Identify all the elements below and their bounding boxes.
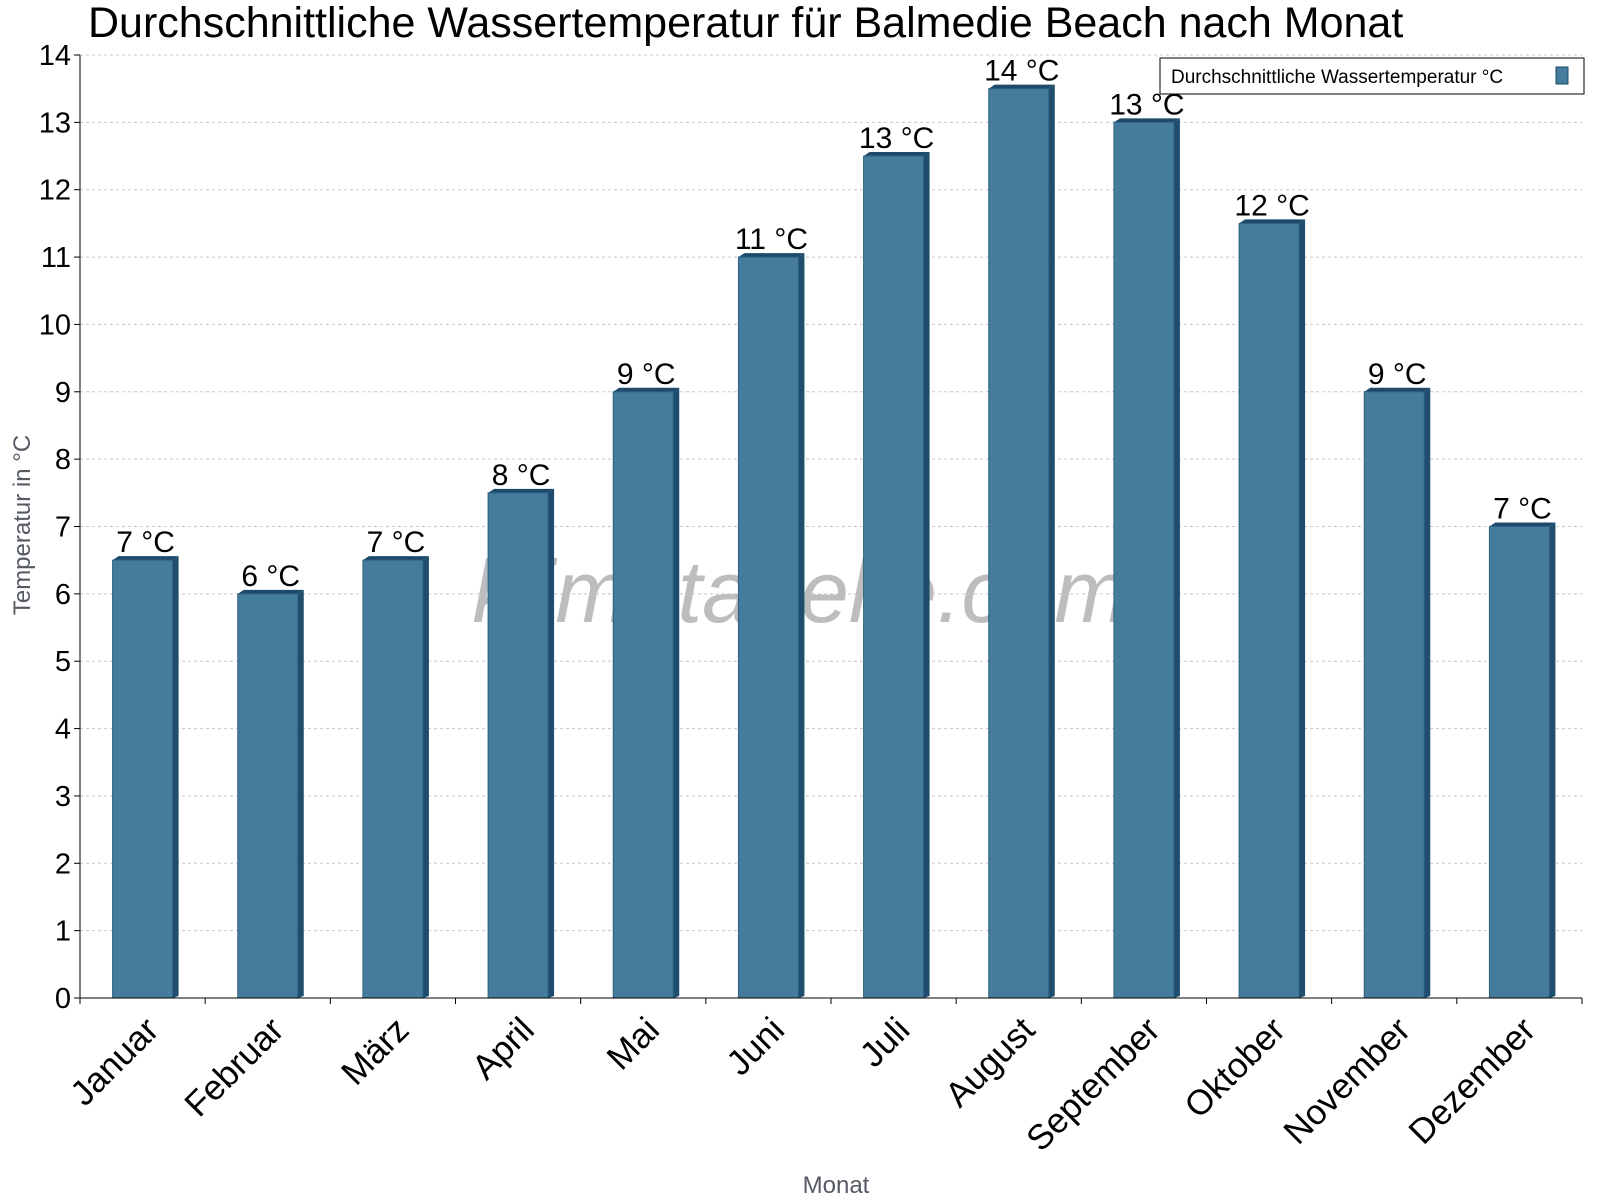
bar xyxy=(1488,522,1556,999)
bar-side xyxy=(1299,219,1306,999)
y-tick-label: 10 xyxy=(39,309,71,341)
x-tick-label: Januar xyxy=(63,1010,166,1113)
chart-title: Durchschnittliche Wassertemperatur für B… xyxy=(88,0,1403,47)
legend-label: Durchschnittliche Wassertemperatur °C xyxy=(1171,67,1503,88)
bar xyxy=(362,556,429,999)
bar-front xyxy=(362,559,424,999)
y-tick-label: 14 xyxy=(39,40,71,72)
data-label: 8 °C xyxy=(492,459,551,492)
y-tick-label: 3 xyxy=(55,781,71,813)
bar-front xyxy=(737,256,799,999)
y-tick-label: 0 xyxy=(55,983,71,1015)
bar-top xyxy=(1489,522,1556,527)
bar-front xyxy=(863,155,925,999)
y-axis-label: Temperatur in °C xyxy=(9,435,36,615)
bar xyxy=(863,152,930,999)
data-label: 12 °C xyxy=(1234,189,1309,222)
bar xyxy=(1238,219,1306,999)
bar-side xyxy=(923,152,930,999)
x-tick-label: November xyxy=(1276,1010,1418,1152)
bar-top xyxy=(738,253,805,258)
y-tick-label: 12 xyxy=(39,175,71,207)
bar-front xyxy=(988,88,1050,999)
legend-box xyxy=(1159,57,1585,95)
bar-top xyxy=(613,387,680,392)
data-label: 14 °C xyxy=(984,55,1059,88)
y-tick-label: 13 xyxy=(39,107,71,139)
data-label: 9 °C xyxy=(617,358,676,391)
bar-front xyxy=(1238,222,1300,999)
x-tick-label: April xyxy=(465,1010,542,1087)
bar-side xyxy=(798,253,805,999)
legend: Durchschnittliche Wassertemperatur °C xyxy=(1159,57,1585,95)
bar xyxy=(112,556,179,999)
bar-front xyxy=(237,593,299,999)
bar-top xyxy=(237,589,304,594)
y-tick-label: 2 xyxy=(55,848,71,880)
data-label: 7 °C xyxy=(116,526,175,559)
y-tick-label: 9 xyxy=(55,377,71,409)
bar-side xyxy=(1424,387,1431,998)
bar-side xyxy=(1048,84,1055,998)
y-tick-label: 6 xyxy=(55,579,71,611)
bar-top xyxy=(488,488,555,493)
bar xyxy=(612,387,680,999)
y-tick-label: 4 xyxy=(55,714,71,746)
x-tick-label: Mai xyxy=(599,1010,666,1077)
x-tick-label: August xyxy=(938,1010,1043,1115)
bar-top xyxy=(863,152,930,157)
bar-front xyxy=(112,559,174,999)
y-tick-label: 7 xyxy=(55,512,71,544)
data-label: 7 °C xyxy=(1493,493,1552,526)
y-tick-label: 1 xyxy=(55,916,71,948)
bar-top xyxy=(1239,219,1306,224)
x-tick-label: Februar xyxy=(177,1010,291,1124)
bar-side xyxy=(172,556,179,998)
data-label: 6 °C xyxy=(241,560,300,593)
bar-side xyxy=(297,589,304,998)
x-tick-label: Juni xyxy=(719,1010,792,1083)
bar-front xyxy=(487,492,549,999)
bar-side xyxy=(673,387,680,998)
bar-front xyxy=(1488,526,1550,999)
x-tick-label: März xyxy=(334,1010,417,1093)
y-tick-label: 11 xyxy=(41,242,71,274)
x-tick-label: Juli xyxy=(853,1010,918,1075)
bar-side xyxy=(1549,522,1556,998)
bar-top xyxy=(112,556,179,561)
bar xyxy=(1363,387,1431,999)
x-tick-label: September xyxy=(1019,1010,1168,1159)
bar-top xyxy=(362,556,429,561)
data-label: 9 °C xyxy=(1368,358,1427,391)
bar-front xyxy=(612,391,674,999)
x-tick-label: Dezember xyxy=(1401,1010,1543,1152)
y-tick-label: 8 xyxy=(55,444,71,476)
bar-side xyxy=(548,488,555,998)
bar-top xyxy=(988,84,1055,89)
legend-swatch xyxy=(1555,66,1569,85)
bar xyxy=(737,253,805,999)
x-tick-label: Oktober xyxy=(1177,1010,1293,1126)
bar xyxy=(1113,118,1180,999)
data-label: 7 °C xyxy=(367,526,426,559)
x-axis-label: Monat xyxy=(803,1172,870,1199)
bar-top xyxy=(1113,118,1180,123)
bar xyxy=(988,84,1055,999)
data-label: 11 °C xyxy=(735,223,808,256)
data-labels: 7 °C6 °C7 °C8 °C9 °C11 °C13 °C14 °C13 °C… xyxy=(116,55,1552,593)
bar xyxy=(487,488,555,999)
bar-top xyxy=(1364,387,1431,392)
bar-side xyxy=(1173,118,1180,999)
bar-front xyxy=(1113,121,1175,999)
bar xyxy=(237,589,304,999)
data-label: 13 °C xyxy=(859,122,934,155)
grid-lines xyxy=(80,54,1582,932)
bar-front xyxy=(1363,391,1425,999)
y-tick-label: 5 xyxy=(55,646,71,678)
bar-side xyxy=(422,556,429,998)
